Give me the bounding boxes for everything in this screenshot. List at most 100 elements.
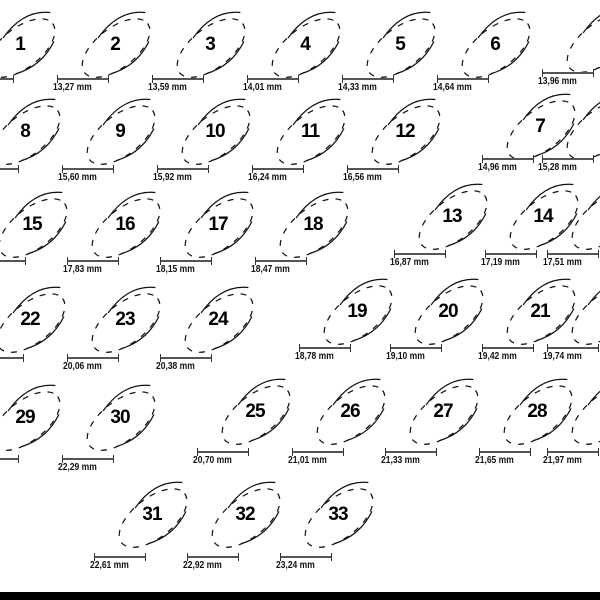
diameter-label: 19,74 mm (543, 351, 582, 362)
diameter-label: 13,59 mm (148, 82, 187, 93)
ring-size-number: 8 (20, 121, 31, 142)
ring-outline (350, 0, 460, 100)
diameter-label: 14,64 mm (433, 82, 472, 93)
ring-outline (300, 357, 410, 467)
diameter-label: 21,97 mm (543, 455, 582, 466)
measurement-bar (390, 344, 442, 352)
measurement-bar (62, 165, 114, 173)
measurement-bar (152, 75, 204, 83)
ring-outline (75, 170, 185, 280)
diameter-label: 21,65 mm (475, 455, 514, 466)
ring-outline (0, 265, 90, 375)
measurement-bar (0, 354, 24, 362)
diameter-label: 14,96 mm (478, 162, 517, 173)
measurement-bar (299, 344, 351, 352)
ring-size-number: 11 (300, 121, 320, 142)
ring-outline (70, 363, 180, 473)
diameter-label: 18,47 mm (251, 264, 290, 275)
diameter-label: 17,51 mm (543, 257, 582, 268)
bottom-bar (0, 592, 600, 600)
diameter-label: 13,96 mm (538, 76, 577, 87)
diameter-label: 14,01 mm (243, 82, 282, 93)
ring-outline (402, 162, 512, 272)
ring-size-number: 30 (110, 407, 130, 428)
measurement-bar (67, 257, 119, 265)
ring-outline (398, 257, 508, 367)
ring-size-number: 1 (15, 34, 26, 55)
diameter-label: 16,24 mm (248, 172, 287, 183)
ring-size-number: 18 (303, 214, 323, 235)
ring-size-number: 21 (530, 301, 550, 322)
ring-outline (165, 77, 275, 187)
measurement-bar (547, 448, 599, 456)
measurement-bar (157, 165, 209, 173)
ring-outline (355, 77, 465, 187)
diameter-label: 16,87 mm (390, 257, 429, 268)
ring-size-number: 10 (205, 121, 225, 142)
ring-outline (102, 460, 212, 570)
measurement-bar (479, 448, 531, 456)
measurement-bar (255, 257, 307, 265)
ring-outline (70, 77, 180, 187)
ring-size-number: 27 (433, 401, 453, 422)
ring-outline (490, 257, 600, 367)
diameter-label: 23,24 mm (276, 560, 315, 571)
ring-size-number: 9 (115, 121, 126, 142)
diameter-label: 19,10 mm (386, 351, 425, 362)
diameter-label: 19,42 mm (478, 351, 517, 362)
measurement-bar (160, 257, 212, 265)
ring-outline (260, 77, 370, 187)
ring-size-number: 5 (395, 34, 406, 55)
ring-size-number: 33 (328, 504, 348, 525)
measurement-bar (394, 250, 446, 258)
measurement-bar (0, 75, 14, 83)
diameter-label: 17,19 mm (481, 257, 520, 268)
ring-size-number: 25 (245, 401, 265, 422)
ring-outline (393, 357, 503, 467)
ring-outline (445, 0, 555, 100)
measurement-bar (94, 553, 146, 561)
ring-outline (195, 460, 305, 570)
ring-outline (205, 357, 315, 467)
ring-outline (0, 363, 85, 473)
diameter-label: 13,27 mm (53, 82, 92, 93)
ring-size-number: 17 (208, 214, 228, 235)
ring-size-number: 15 (22, 214, 42, 235)
diameter-label: 22,92 mm (183, 560, 222, 571)
measurement-bar (547, 250, 599, 258)
ring-outline (487, 357, 597, 467)
ring-size-number: 24 (208, 309, 228, 330)
diameter-label: 20,06 mm (63, 361, 102, 372)
measurement-bar (187, 553, 239, 561)
measurement-bar (0, 257, 26, 265)
measurement-bar (485, 250, 537, 258)
ring-outline (307, 257, 417, 367)
measurement-bar (280, 553, 332, 561)
diameter-label: 14,33 mm (338, 82, 377, 93)
ring-outline (168, 170, 278, 280)
diameter-label: 20,70 mm (193, 455, 232, 466)
ring-size-number: 19 (347, 301, 367, 322)
ring-outline (555, 162, 600, 272)
ring-outline (490, 72, 600, 182)
ring-size-number: 7 (535, 116, 546, 137)
measurement-bar (482, 155, 534, 163)
ring-outline (255, 0, 365, 100)
diameter-label: 17,83 mm (63, 264, 102, 275)
ring-size-number: 32 (235, 504, 255, 525)
measurement-bar (347, 165, 399, 173)
diameter-label: 22,29 mm (58, 462, 97, 473)
ring-size-number: 2 (110, 34, 121, 55)
diameter-label: 15,92 mm (153, 172, 192, 183)
measurement-bar (57, 75, 109, 83)
ring-size-number: 20 (438, 301, 458, 322)
ring-size-number: 23 (115, 309, 135, 330)
ring-outline (160, 0, 270, 100)
measurement-bar (67, 354, 119, 362)
ring-outline (263, 170, 373, 280)
measurement-bar (342, 75, 394, 83)
diameter-label: 15,28 mm (538, 162, 577, 173)
diameter-label: 18,78 mm (295, 351, 334, 362)
measurement-bar (160, 354, 212, 362)
